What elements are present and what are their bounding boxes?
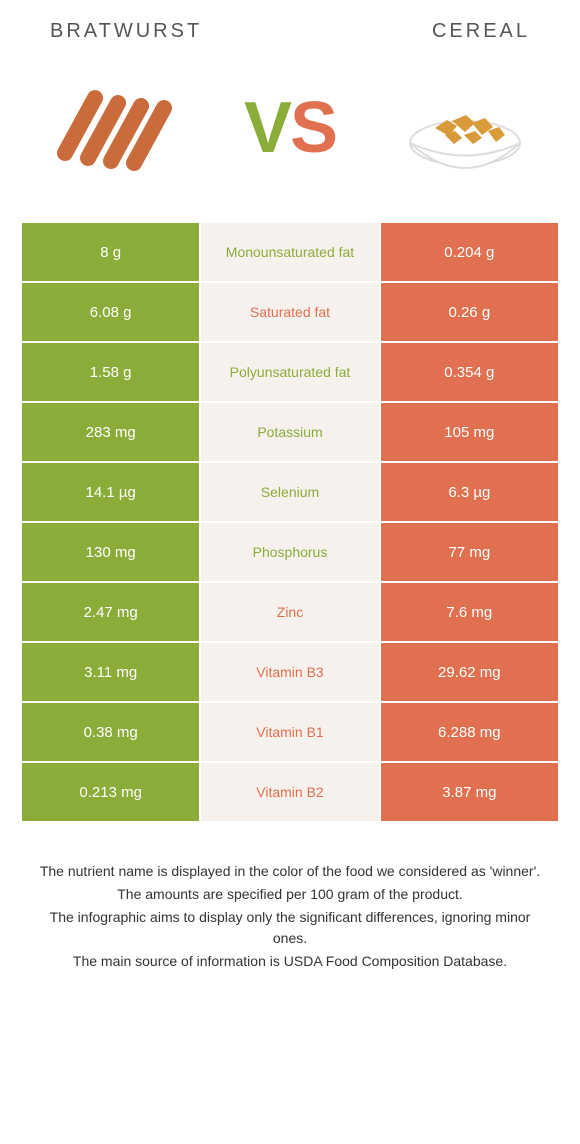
value-right: 0.204 g [381, 223, 558, 281]
footer-line: The main source of information is USDA F… [34, 951, 546, 972]
nutrient-row: 3.11 mgVitamin B329.62 mg [22, 643, 558, 701]
value-left: 130 mg [22, 523, 199, 581]
nutrient-label: Vitamin B1 [201, 703, 378, 761]
value-left: 8 g [22, 223, 199, 281]
food-title-right: Cereal [432, 20, 530, 43]
cereal-image [390, 73, 540, 183]
value-right: 77 mg [381, 523, 558, 581]
footer-line: The nutrient name is displayed in the co… [34, 861, 546, 882]
value-left: 2.47 mg [22, 583, 199, 641]
value-left: 0.38 mg [22, 703, 199, 761]
nutrient-table: 8 gMonounsaturated fat0.204 g6.08 gSatur… [22, 223, 558, 821]
nutrient-label: Zinc [201, 583, 378, 641]
nutrient-label: Saturated fat [201, 283, 378, 341]
hero-row: VS [10, 53, 570, 223]
value-right: 29.62 mg [381, 643, 558, 701]
footer-line: The infographic aims to display only the… [34, 907, 546, 949]
bratwurst-image [40, 73, 190, 183]
vs-v: V [244, 88, 290, 168]
nutrient-label: Monounsaturated fat [201, 223, 378, 281]
nutrient-row: 2.47 mgZinc7.6 mg [22, 583, 558, 641]
footer-notes: The nutrient name is displayed in the co… [10, 861, 570, 972]
value-right: 6.3 µg [381, 463, 558, 521]
value-left: 3.11 mg [22, 643, 199, 701]
value-right: 6.288 mg [381, 703, 558, 761]
nutrient-row: 130 mgPhosphorus77 mg [22, 523, 558, 581]
header: Bratwurst Cereal [10, 20, 570, 53]
nutrient-label: Vitamin B2 [201, 763, 378, 821]
value-left: 1.58 g [22, 343, 199, 401]
nutrient-label: Selenium [201, 463, 378, 521]
nutrient-row: 1.58 gPolyunsaturated fat0.354 g [22, 343, 558, 401]
nutrient-label: Phosphorus [201, 523, 378, 581]
nutrient-row: 0.213 mgVitamin B23.87 mg [22, 763, 558, 821]
nutrient-row: 283 mgPotassium105 mg [22, 403, 558, 461]
nutrient-row: 0.38 mgVitamin B16.288 mg [22, 703, 558, 761]
value-right: 7.6 mg [381, 583, 558, 641]
value-right: 3.87 mg [381, 763, 558, 821]
value-left: 0.213 mg [22, 763, 199, 821]
nutrient-row: 6.08 gSaturated fat0.26 g [22, 283, 558, 341]
value-left: 14.1 µg [22, 463, 199, 521]
value-right: 105 mg [381, 403, 558, 461]
value-left: 6.08 g [22, 283, 199, 341]
nutrient-label: Polyunsaturated fat [201, 343, 378, 401]
nutrient-row: 8 gMonounsaturated fat0.204 g [22, 223, 558, 281]
nutrient-label: Potassium [201, 403, 378, 461]
vs-label: VS [244, 92, 336, 164]
value-left: 283 mg [22, 403, 199, 461]
footer-line: The amounts are specified per 100 gram o… [34, 884, 546, 905]
nutrient-label: Vitamin B3 [201, 643, 378, 701]
value-right: 0.26 g [381, 283, 558, 341]
vs-s: S [290, 88, 336, 168]
nutrient-row: 14.1 µgSelenium6.3 µg [22, 463, 558, 521]
value-right: 0.354 g [381, 343, 558, 401]
food-title-left: Bratwurst [50, 20, 202, 43]
